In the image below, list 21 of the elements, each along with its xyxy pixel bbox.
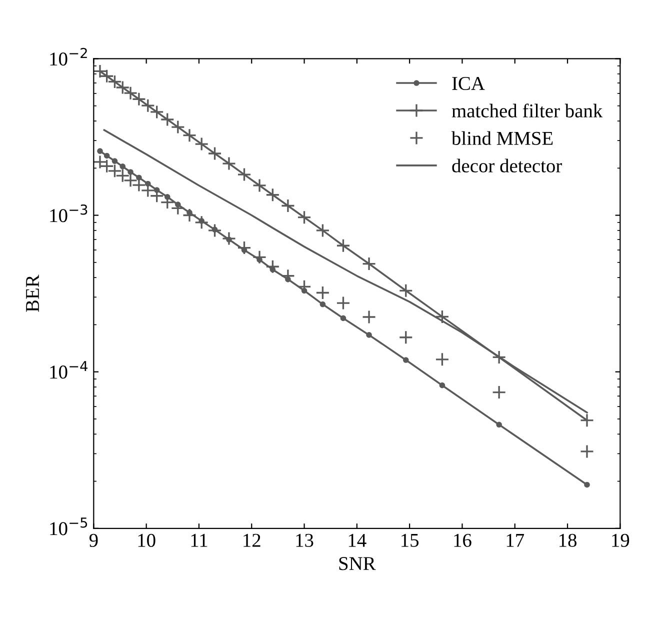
y-tick-label: 10$^{−5}$ — [50, 518, 88, 536]
x-tick-label: 10 — [138, 534, 156, 547]
y-tick-label: 10$^{−4}$ — [50, 361, 88, 379]
x-tick-label: 17 — [506, 534, 524, 547]
x-tick-label: 15 — [402, 534, 419, 547]
x-tick-label: 13 — [296, 534, 314, 547]
x-tick-label: 19 — [612, 534, 630, 547]
x-tick-label: 14 — [348, 534, 366, 547]
legend-label: ICA — [452, 76, 485, 90]
x-tick-label: 18 — [560, 534, 576, 547]
legend-label: blind MMSE — [451, 131, 553, 145]
y-axis-title: BER — [26, 274, 39, 312]
x-tick-label: 9 — [89, 534, 98, 547]
x-tick-label: 16 — [454, 534, 472, 547]
y-tick-label: 10$^{−2}$ — [50, 48, 87, 66]
x-tick-label: 11 — [191, 534, 208, 547]
x-tick-label: 12 — [244, 534, 260, 547]
y-tick-label: 10$^{−3}$ — [50, 204, 88, 222]
x-axis-title: SNR — [339, 557, 376, 570]
legend-label: matched filter bank — [452, 104, 603, 118]
legend-label: decor detector — [452, 158, 562, 172]
